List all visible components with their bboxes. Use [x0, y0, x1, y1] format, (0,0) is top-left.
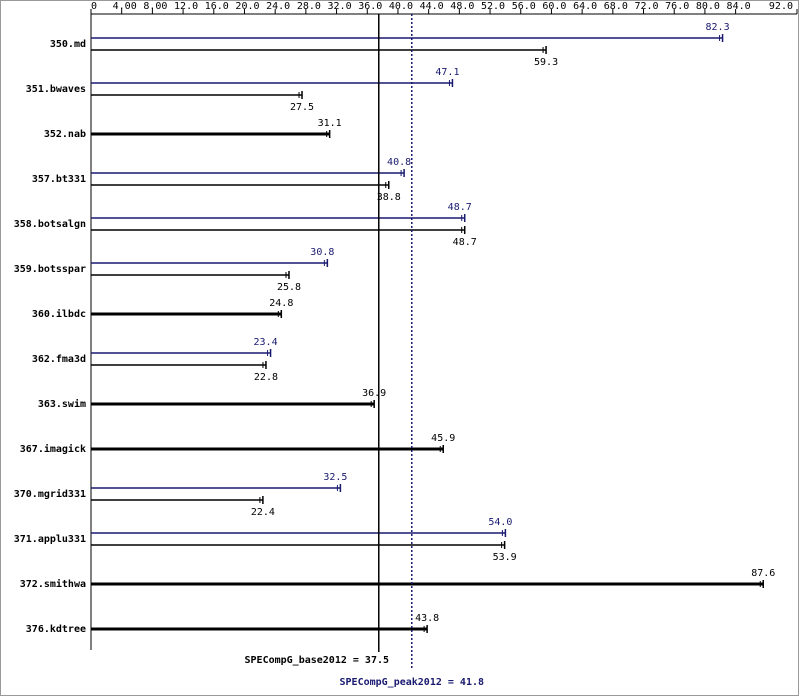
x-tick-label: 16.0 [205, 1, 229, 12]
x-tick-label: 84.0 [727, 1, 751, 12]
value-label: 27.5 [290, 102, 314, 113]
value-label: 82.3 [706, 22, 730, 33]
x-tick-label: 36.0 [358, 1, 382, 12]
x-tick-label: 40.0 [389, 1, 413, 12]
x-tick-label: 28.0 [297, 1, 321, 12]
x-tick-label: 52.0 [481, 1, 505, 12]
category-label: 350.md [50, 39, 86, 50]
category-label: 363.swim [38, 398, 86, 410]
x-tick-label: 76.0 [665, 1, 689, 12]
category-label: 362.fma3d [32, 354, 86, 365]
value-label: 23.4 [254, 337, 278, 348]
category-label: 376.kdtree [26, 624, 86, 635]
value-label: 53.9 [493, 552, 517, 563]
category-label: 372.smithwa [20, 578, 86, 590]
value-label: 43.8 [415, 613, 439, 624]
value-label: 31.1 [318, 118, 342, 129]
x-tick-label: 92.0 [769, 1, 793, 12]
value-label: 48.7 [448, 202, 472, 213]
x-tick-label: 60.0 [542, 1, 566, 12]
base-mean-label: SPECompG_base2012 = 37.5 [245, 655, 390, 666]
category-label: 357.bt331 [32, 174, 86, 185]
category-label: 360.ilbdc [32, 308, 86, 320]
value-label: 87.6 [751, 568, 775, 579]
value-label: 36.9 [362, 388, 386, 399]
x-tick-label: 56.0 [512, 1, 536, 12]
x-tick-label: 72.0 [634, 1, 658, 12]
x-tick-label: 44.0 [420, 1, 444, 12]
x-tick-label: 32.0 [328, 1, 352, 12]
x-tick-label: 20.0 [235, 1, 259, 12]
value-label: 59.3 [534, 57, 558, 68]
category-label: 358.botsalgn [14, 219, 86, 230]
x-tick-label: 0 [91, 1, 97, 12]
value-label: 32.5 [323, 472, 347, 483]
peak-mean-label: SPECompG_peak2012 = 41.8 [340, 677, 485, 688]
value-label: 45.9 [431, 433, 455, 444]
x-tick-label: 64.0 [573, 1, 597, 12]
category-label: 371.applu331 [14, 534, 86, 545]
value-label: 48.7 [453, 237, 477, 248]
x-tick-label: 24.0 [266, 1, 290, 12]
value-label: 25.8 [277, 282, 301, 293]
value-label: 22.8 [254, 372, 278, 383]
x-tick-label: 80.0 [696, 1, 720, 12]
category-label: 359.botsspar [14, 264, 86, 275]
category-label: 351.bwaves [26, 84, 86, 95]
category-label: 367.imagick [20, 443, 86, 455]
x-tick-label: 48.0 [450, 1, 474, 12]
value-label: 24.8 [269, 298, 293, 309]
category-label: 370.mgrid331 [14, 488, 86, 500]
value-label: 38.8 [377, 192, 401, 203]
value-label: 22.4 [251, 507, 275, 518]
value-label: 40.8 [387, 157, 411, 168]
value-label: 54.0 [488, 517, 512, 528]
category-label: 352.nab [44, 129, 86, 140]
x-tick-label: 68.0 [604, 1, 628, 12]
value-label: 30.8 [310, 247, 334, 258]
x-tick-label: 4.00 [113, 1, 137, 12]
x-tick-label: 8.00 [143, 1, 167, 12]
x-tick-label: 12.0 [174, 1, 198, 12]
value-label: 47.1 [435, 67, 459, 78]
